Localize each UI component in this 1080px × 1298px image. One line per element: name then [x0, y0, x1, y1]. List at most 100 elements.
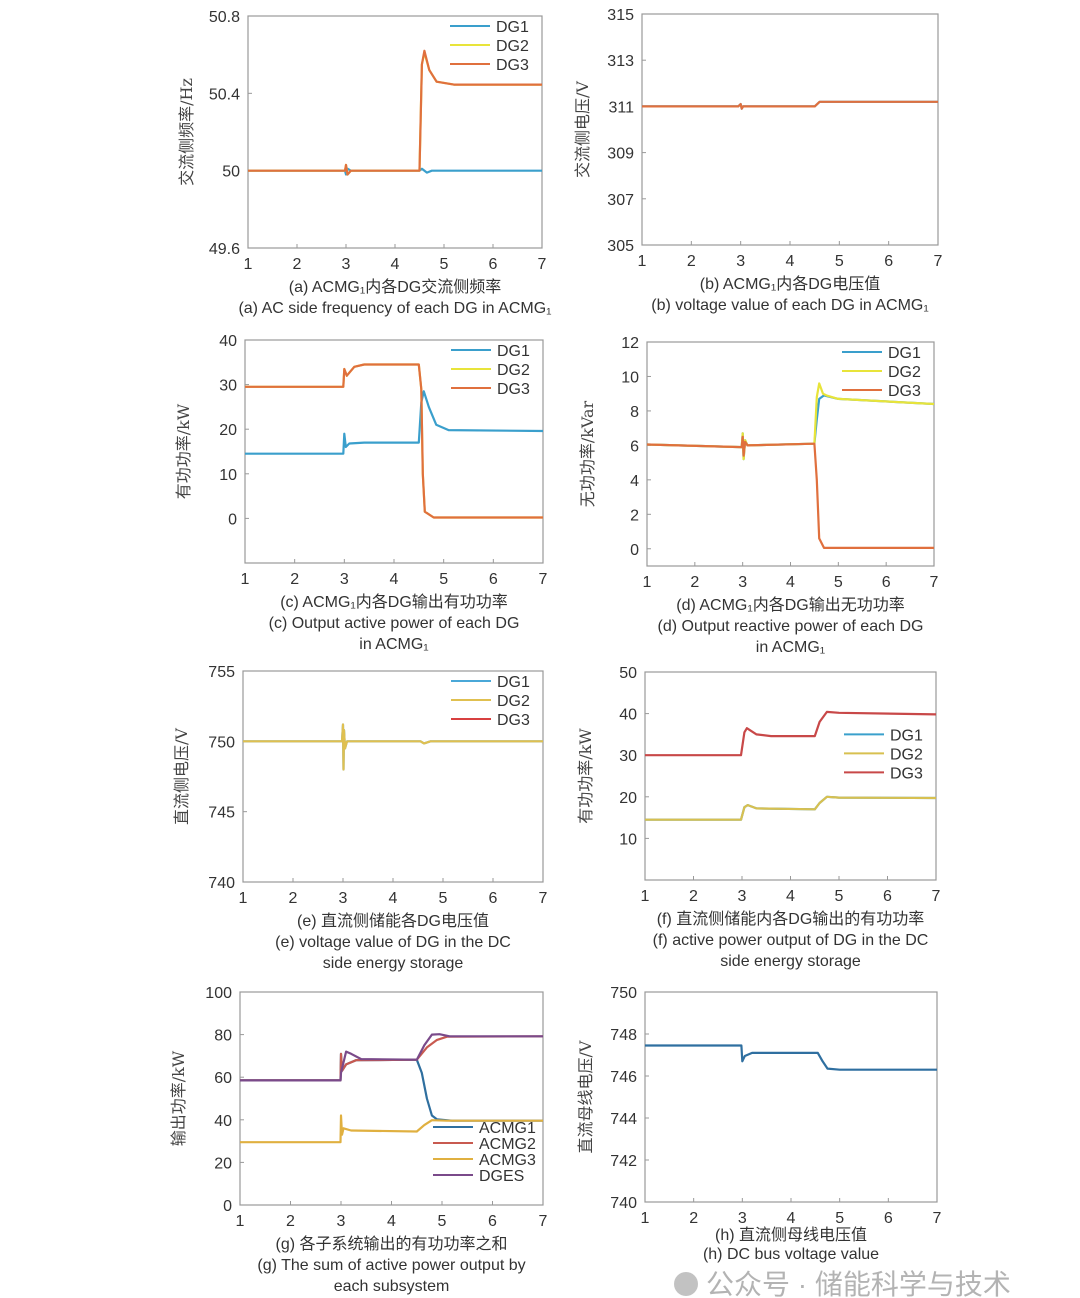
caption-line: (a) AC side frequency of each DG in ACMG…: [238, 300, 551, 317]
series-line-dg3: [248, 49, 542, 176]
x-tick-label: 2: [286, 1213, 295, 1230]
caption-line: (g) 各子系统输出的有功功率之和: [275, 1235, 507, 1253]
y-tick-label: 750: [610, 985, 637, 1002]
legend-label: DG1: [497, 343, 530, 360]
y-axis-label: 有功功率/kW: [174, 403, 193, 499]
y-tick-label: 12: [621, 335, 639, 352]
caption-line: (h) 直流侧母线电压值: [715, 1226, 867, 1244]
y-tick-label: 6: [630, 438, 639, 455]
legend-label: DG2: [496, 38, 529, 55]
plot-area: [646, 341, 935, 567]
caption-line: (e) voltage value of DG in the DC: [275, 934, 511, 951]
caption-line: (b) voltage value of each DG in ACMG₁: [651, 297, 929, 314]
legend-label: ACMG1: [479, 1120, 536, 1137]
x-tick-label: 5: [834, 574, 843, 591]
legend-label: DG2: [888, 364, 921, 381]
caption-line: (f) 直流侧储能内各DG输出的有功功率: [657, 910, 925, 928]
legend-label: DG3: [497, 381, 530, 398]
plot-area: [247, 15, 543, 249]
y-tick-label: 311: [608, 99, 634, 116]
series-line-acmg2: [240, 1035, 544, 1082]
y-tick-label: 744: [610, 1111, 637, 1128]
x-tick-label: 4: [390, 571, 399, 588]
y-tick-label: 0: [630, 542, 639, 559]
x-tick-label: 4: [787, 1210, 796, 1227]
x-tick-label: 7: [934, 253, 943, 270]
legend-label: DG1: [890, 727, 923, 744]
chart-panel-h: 1 2 3 4 5 6 7 740 742 744 746 748 750 直流母线电压/V (h) 直流侧…: [576, 985, 942, 1263]
series-line-dg2: [645, 795, 937, 821]
y-tick-label: 313: [607, 53, 634, 70]
y-tick-label: 50: [619, 665, 637, 682]
y-tick-label: 50.4: [209, 86, 240, 103]
y-tick-label: 748: [610, 1027, 637, 1044]
x-tick-label: 7: [539, 1213, 548, 1230]
x-tick-label: 4: [786, 574, 795, 591]
x-tick-label: 3: [738, 574, 747, 591]
x-tick-label: 1: [638, 253, 647, 270]
x-tick-label: 6: [489, 256, 498, 273]
x-tick-label: 5: [835, 888, 844, 905]
x-tick-label: 7: [539, 571, 548, 588]
y-tick-label: 10: [619, 831, 637, 848]
y-tick-label: 305: [607, 238, 634, 255]
y-tick-label: 80: [214, 1028, 232, 1045]
legend-label: DG2: [497, 693, 530, 710]
y-tick-label: 60: [214, 1070, 232, 1087]
x-tick-label: 3: [337, 1213, 346, 1230]
caption-line: (h) DC bus voltage value: [703, 1246, 879, 1263]
y-tick-label: 10: [219, 467, 237, 484]
series-line-dg3: [646, 435, 934, 549]
y-tick-label: 40: [214, 1113, 232, 1130]
x-tick-label: 3: [736, 253, 745, 270]
y-tick-label: 4: [630, 473, 639, 490]
y-axis-label: 直流侧电压/V: [172, 728, 191, 825]
series-line-dg2: [243, 723, 543, 771]
series-line-dg3: [645, 710, 937, 757]
y-tick-label: 740: [208, 875, 235, 892]
x-tick-label: 4: [387, 1213, 396, 1230]
x-tick-label: 1: [641, 888, 650, 905]
chart-panel-e: 1 2 3 4 5 6 7 740 745 750 755 直流侧电压/V (e) 直流侧储能各DG电压…: [172, 664, 548, 972]
x-tick-label: 7: [539, 890, 548, 907]
caption-line: (e) 直流侧储能各DG电压值: [297, 912, 489, 930]
chart-panel-b: 1 2 3 4 5 6 7 305 307 309 311 313 315 交流侧电压/V (b) ACMG…: [573, 7, 943, 314]
x-tick-label: 6: [488, 1213, 497, 1230]
chart-panel-g: 1 2 3 4 5 6 7 0 20 40 60 80 100 输出功率/kW (g) 各子系统输出的有功功…: [169, 985, 548, 1295]
y-axis-label: 输出功率/kW: [169, 1050, 188, 1146]
caption-line: (g) The sum of active power output by: [257, 1257, 525, 1274]
y-tick-label: 0: [223, 1198, 232, 1215]
y-tick-label: 2: [630, 507, 639, 524]
x-tick-label: 2: [289, 890, 298, 907]
y-tick-label: 49.6: [209, 241, 240, 258]
plot-area: [641, 13, 939, 246]
x-tick-label: 1: [641, 1210, 650, 1227]
x-tick-label: 6: [884, 253, 893, 270]
x-tick-label: 2: [290, 571, 299, 588]
x-tick-label: 7: [538, 256, 547, 273]
x-tick-label: 5: [835, 1210, 844, 1227]
caption-line: in ACMG₁: [359, 636, 428, 653]
chart-panel-f: 1 2 3 4 5 6 7 10 20 30 40 50 有功功率/kW (f) 直流侧储能内各DG输出的…: [576, 665, 941, 970]
y-tick-label: 750: [208, 734, 235, 751]
y-tick-label: 740: [610, 1195, 637, 1212]
series-line-line: [645, 1044, 937, 1071]
y-tick-label: 746: [610, 1069, 637, 1086]
y-tick-label: 309: [607, 146, 634, 163]
x-tick-label: 3: [342, 256, 351, 273]
plot-area: [644, 991, 938, 1203]
legend-label: DG3: [888, 383, 921, 400]
y-tick-label: 742: [610, 1153, 637, 1170]
caption-line: side energy storage: [323, 955, 464, 972]
legend-label: ACMG2: [479, 1136, 536, 1153]
caption-line: (b) ACMG₁内各DG电压值: [700, 275, 881, 293]
x-tick-label: 4: [389, 890, 398, 907]
x-tick-label: 1: [236, 1213, 245, 1230]
x-tick-label: 2: [689, 888, 698, 905]
y-tick-label: 50.8: [209, 9, 240, 26]
x-tick-label: 6: [489, 571, 498, 588]
legend-label: DG3: [890, 765, 923, 782]
y-tick-label: 745: [208, 805, 235, 822]
legend-label: DG2: [890, 746, 923, 763]
